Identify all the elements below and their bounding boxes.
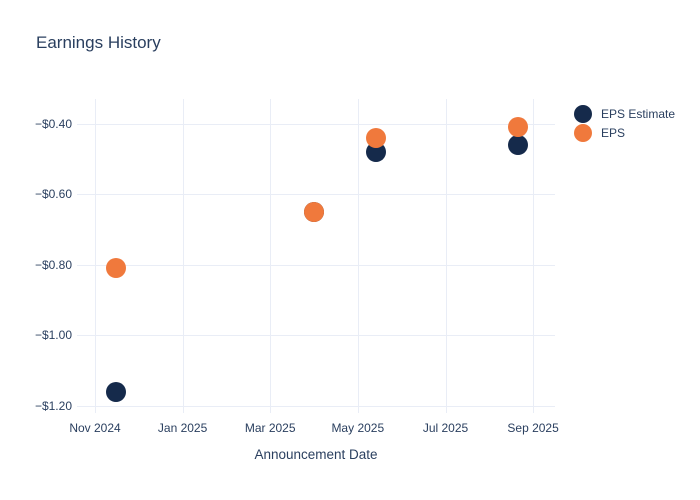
x-tick-label: Sep 2025 [507,421,559,435]
y-gridline [77,194,555,196]
x-gridline [95,99,96,413]
x-gridline [182,99,184,413]
y-tick-label: −$0.60 [34,187,72,202]
eps-marker-icon [574,123,592,142]
eps-point[interactable] [508,117,529,138]
y-gridline [77,335,555,337]
y-tick-label: −$0.40 [34,116,72,131]
legend-label-eps-estimate: EPS Estimate [601,106,676,121]
x-gridline [270,99,272,413]
x-tick-label: May 2025 [331,421,385,435]
eps-estimate-point[interactable] [508,134,529,155]
x-gridline [357,99,359,413]
x-tick-label: Nov 2024 [69,421,121,435]
y-gridline [77,123,555,125]
eps-point[interactable] [304,201,324,222]
legend-label-eps: EPS [601,125,626,140]
x-tick-label: Jan 2025 [157,421,208,435]
x-gridline [445,99,447,413]
y-tick-label: −$1.20 [34,398,72,413]
plot-area [77,99,555,413]
x-gridline [533,99,535,413]
y-tick-label: −$1.00 [34,328,72,343]
y-gridline [77,405,555,407]
y-tick-label: −$0.80 [34,257,72,272]
eps-estimate-point[interactable] [106,381,126,402]
legend: EPS Estimate EPS [574,104,675,142]
legend-item-eps-estimate[interactable]: EPS Estimate [574,104,675,123]
y-gridline [77,264,555,266]
x-axis-title: Announcement Date [254,447,378,462]
x-tick-label: Jul 2025 [422,421,469,435]
x-tick-label: Mar 2025 [244,421,296,435]
legend-item-eps[interactable]: EPS [574,123,675,142]
eps-point[interactable] [106,258,126,279]
eps-point[interactable] [366,127,387,148]
chart-title: Earnings History [36,33,161,52]
eps-estimate-marker-icon [574,104,592,123]
